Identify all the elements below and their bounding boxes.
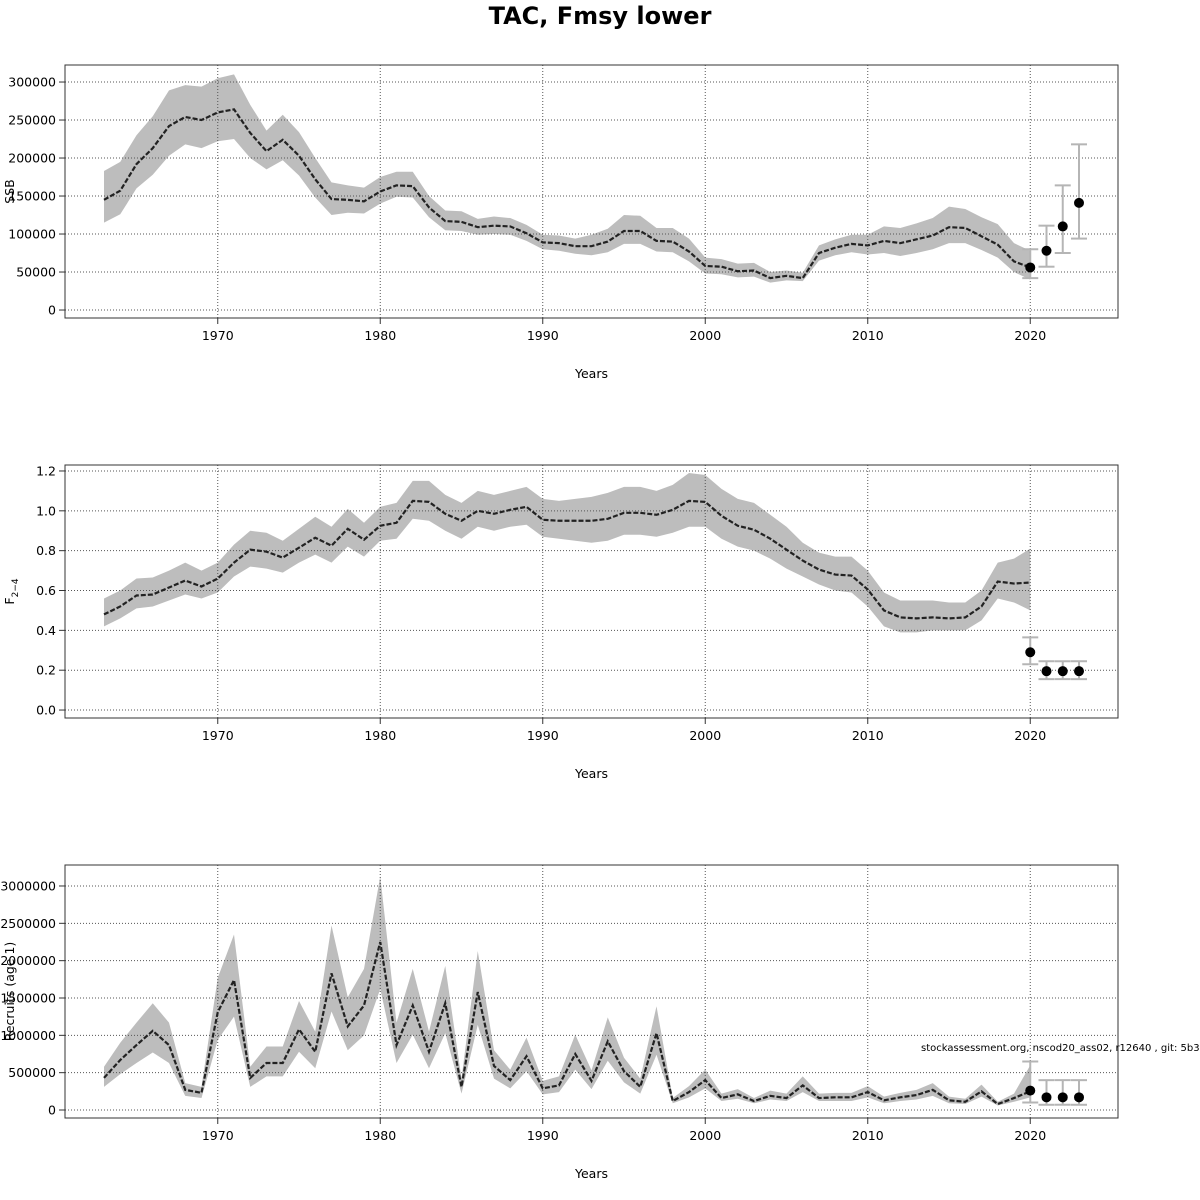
- x-tick-label: 1980: [364, 1128, 396, 1143]
- forecast-point: [1041, 1092, 1052, 1103]
- x-tick-label: 2010: [852, 728, 884, 743]
- y-tick-label: 100000: [8, 227, 56, 242]
- plot-frame: [64, 464, 1119, 719]
- y-tick-label: 250000: [8, 113, 56, 128]
- annotation: stockassessment.org, nscod20_ass02, r126…: [921, 1043, 1200, 1054]
- forecast-point: [1041, 666, 1052, 677]
- estimate-line: [103, 499, 1031, 620]
- y-tick-label: 0.0: [36, 703, 56, 718]
- x-tick-label: 1990: [527, 328, 559, 343]
- x-tick-label: 2020: [1014, 728, 1046, 743]
- forecast-point: [1074, 197, 1084, 208]
- y-tick-label: 150000: [8, 189, 56, 204]
- y-axis-label-sub: 2−4: [11, 578, 21, 597]
- forecast-point: [1041, 245, 1052, 256]
- y-axis-label: F2−4: [2, 578, 21, 604]
- plot-frame: [64, 64, 1119, 319]
- confidence-band: [104, 74, 1031, 283]
- y-tick-label: 0.8: [36, 543, 56, 558]
- y-tick-label: 0: [48, 1103, 56, 1118]
- x-tick-label: 2010: [852, 328, 884, 343]
- forecast-point: [1025, 647, 1036, 658]
- y-axis-label: SSB: [2, 179, 17, 203]
- y-tick-label: 0.4: [36, 623, 56, 638]
- x-tick-label: 2010: [852, 1128, 884, 1143]
- plot-area: [65, 465, 1118, 718]
- estimate-line: [103, 108, 1031, 280]
- x-axis-label: Years: [574, 1166, 608, 1181]
- plot-area: [65, 65, 1118, 318]
- y-tick-label: 1.2: [36, 463, 56, 478]
- x-tick-label: 2000: [689, 1128, 721, 1143]
- x-tick-label: 1990: [527, 1128, 559, 1143]
- y-tick-label: 300000: [8, 75, 56, 90]
- x-tick-label: 2000: [689, 328, 721, 343]
- x-tick-label: 1970: [202, 328, 234, 343]
- x-tick-label: 1990: [527, 728, 559, 743]
- y-tick-label: 1500000: [0, 990, 56, 1005]
- y-tick-label: 2500000: [0, 916, 56, 931]
- forecast-point: [1057, 666, 1068, 677]
- y-tick-label: 500000: [8, 1065, 56, 1080]
- y-tick-label: 1000000: [0, 1028, 56, 1043]
- y-axis-label-main: SSB: [2, 179, 17, 203]
- estimate-line: [103, 941, 1031, 1106]
- y-tick-label: 2000000: [0, 953, 56, 968]
- confidence-band: [104, 472, 1031, 633]
- y-tick-label: 0: [48, 303, 56, 318]
- forecast-point: [1074, 1092, 1084, 1103]
- plot-frame: [64, 864, 1119, 1119]
- forecast-point: [1057, 1092, 1068, 1103]
- y-tick-label: 3000000: [0, 878, 56, 893]
- y-axis-label: Recruits (age 1): [2, 942, 17, 1042]
- y-axis-label-main: F: [2, 597, 17, 604]
- y-tick-label: 200000: [8, 151, 56, 166]
- y-tick-label: 0.2: [36, 663, 56, 678]
- y-axis-label-main: Recruits (age 1): [2, 942, 17, 1042]
- y-tick-label: 50000: [16, 265, 56, 280]
- x-tick-label: 2020: [1014, 1128, 1046, 1143]
- x-axis-label: Years: [574, 366, 608, 381]
- y-tick-label: 1.0: [36, 503, 56, 518]
- figure-title: TAC, Fmsy lower: [489, 2, 712, 30]
- forecast-point: [1025, 1085, 1036, 1096]
- confidence-band: [104, 876, 1031, 1106]
- x-axis-label: Years: [574, 766, 608, 781]
- x-tick-label: 1970: [202, 728, 234, 743]
- forecast-point: [1025, 262, 1036, 273]
- x-tick-label: 1970: [202, 1128, 234, 1143]
- y-tick-label: 0.6: [36, 583, 56, 598]
- x-tick-label: 2000: [689, 728, 721, 743]
- forecast-point: [1057, 221, 1068, 232]
- plot-area: [65, 865, 1118, 1118]
- x-tick-label: 1980: [364, 328, 396, 343]
- x-tick-label: 2020: [1014, 328, 1046, 343]
- x-tick-label: 1980: [364, 728, 396, 743]
- forecast-point: [1074, 666, 1084, 677]
